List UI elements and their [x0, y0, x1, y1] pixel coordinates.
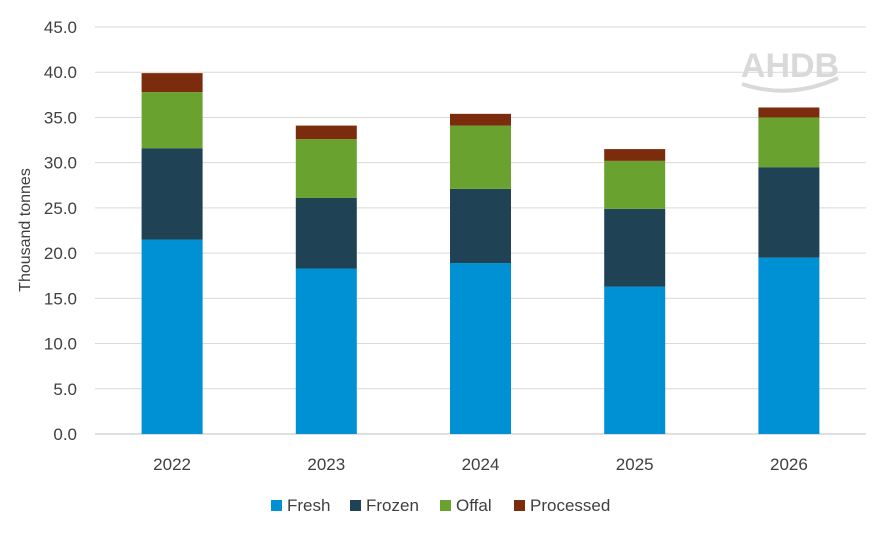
bar-frozen-2026: [758, 167, 820, 258]
y-tick-label: 30.0: [44, 154, 77, 173]
bar-fresh-2023: [295, 268, 357, 434]
legend-label-fresh: Fresh: [287, 496, 330, 515]
bar-offal-2023: [295, 139, 357, 198]
bars: [141, 73, 820, 434]
bar-processed-2024: [450, 113, 511, 126]
bar-frozen-2024: [450, 188, 511, 264]
y-tick-label: 45.0: [44, 18, 77, 37]
ahdb-logo: AHDB: [741, 47, 839, 93]
y-tick-label: 25.0: [44, 199, 77, 218]
legend-label-offal: Offal: [456, 496, 492, 515]
y-tick-label: 35.0: [44, 108, 77, 127]
bar-fresh-2024: [450, 263, 511, 434]
y-tick-label: 0.0: [53, 425, 77, 444]
x-tick-label: 2026: [770, 455, 808, 474]
legend-swatch-offal: [440, 500, 451, 511]
x-tick-label: 2025: [616, 455, 654, 474]
bar-frozen-2023: [295, 197, 357, 269]
y-tick-label: 5.0: [53, 380, 77, 399]
legend-swatch-frozen: [350, 500, 361, 511]
bar-offal-2022: [141, 92, 203, 149]
bar-processed-2023: [295, 125, 357, 140]
bar-processed-2025: [604, 149, 666, 161]
bar-fresh-2022: [141, 239, 203, 434]
bar-offal-2026: [758, 117, 820, 168]
logo-swoosh: [741, 76, 839, 93]
bar-offal-2025: [604, 160, 666, 209]
legend-label-frozen: Frozen: [366, 496, 419, 515]
bar-fresh-2025: [604, 286, 666, 434]
x-axis-ticks: 2022 2023 2024 2025 2026: [153, 455, 808, 474]
logo-text: AHDB: [741, 47, 839, 85]
y-tick-label: 40.0: [44, 63, 77, 82]
x-tick-label: 2024: [462, 455, 500, 474]
y-axis-title: Thousand tonnes: [17, 168, 34, 292]
x-tick-label: 2022: [153, 455, 191, 474]
x-tick-label: 2023: [307, 455, 345, 474]
bar-frozen-2025: [604, 208, 666, 287]
bar-frozen-2022: [141, 148, 203, 240]
bar-offal-2024: [450, 125, 511, 189]
bar-processed-2026: [758, 107, 820, 118]
y-tick-label: 20.0: [44, 244, 77, 263]
legend-label-processed: Processed: [530, 496, 610, 515]
y-tick-label: 10.0: [44, 335, 77, 354]
legend: Fresh Frozen Offal Processed: [271, 496, 610, 515]
y-axis-ticks: 0.0 5.0 10.0 15.0 20.0 25.0 30.0 35.0 40.0 45.0: [44, 18, 77, 444]
y-tick-label: 15.0: [44, 289, 77, 308]
legend-swatch-processed: [514, 500, 525, 511]
bar-fresh-2026: [758, 257, 820, 434]
legend-swatch-fresh: [271, 500, 282, 511]
bar-processed-2022: [141, 73, 203, 93]
